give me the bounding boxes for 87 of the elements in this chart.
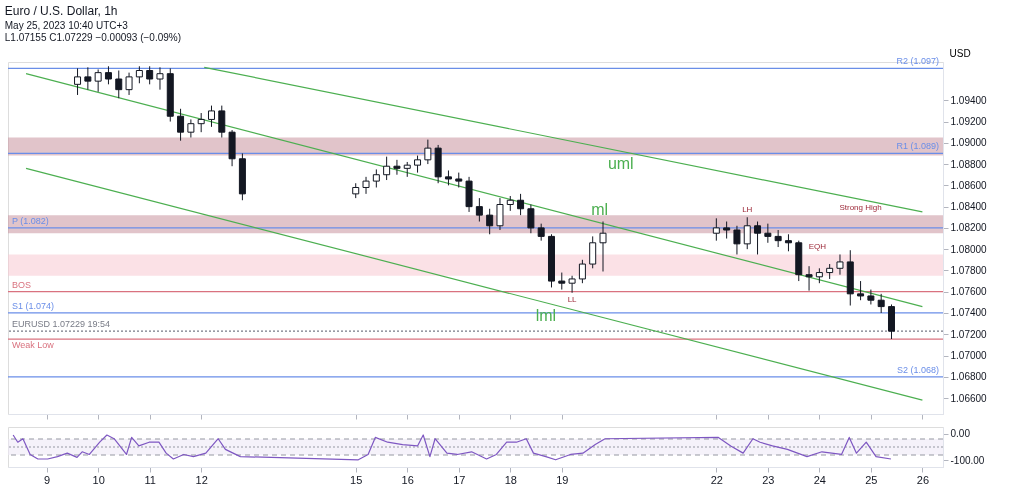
y-tick-label: 1.08600 — [950, 179, 988, 191]
y-tick-label: 1.07400 — [950, 307, 988, 319]
y-tick-label: 1.08200 — [950, 222, 988, 234]
ref-line-label: S1 (1.074) — [12, 300, 55, 311]
x-tick-label: 24 — [813, 473, 826, 486]
annotation: EQH — [808, 242, 827, 252]
candlestick — [517, 193, 525, 216]
candlestick — [877, 293, 885, 314]
candlestick — [104, 65, 112, 85]
ref-line-label: P (1.082) — [12, 215, 49, 226]
y-tick-label: 1.07600 — [950, 286, 988, 298]
candlestick — [146, 65, 154, 85]
y-tick-label: 1.09200 — [950, 116, 988, 128]
candlestick — [218, 105, 226, 138]
candlestick — [207, 105, 215, 128]
candlestick — [805, 265, 813, 292]
ref-line-label: EURUSD 1.07229 19:54 — [12, 319, 111, 330]
y-tick-label: 1.06600 — [950, 392, 988, 404]
x-tick-label: 19 — [556, 473, 569, 486]
candlestick — [197, 112, 205, 133]
x-tick-label: 22 — [710, 473, 723, 486]
x-tick-label: 11 — [144, 473, 156, 486]
candlestick — [94, 68, 102, 93]
ref-line-label: R1 (1.089) — [896, 141, 939, 152]
y-tick-label: 0.00 — [950, 428, 971, 440]
candlestick — [84, 66, 92, 91]
ref-line-label: BOS — [12, 279, 32, 290]
text: May 25, 2023 10:40 UTC+3 — [4, 19, 129, 31]
candlestick — [857, 280, 865, 301]
y-tick-label: 1.06800 — [950, 371, 988, 383]
annotation: LH — [742, 205, 753, 215]
series-label: uml — [607, 155, 634, 173]
y-tick-label: 1.08800 — [950, 158, 988, 170]
candlestick — [372, 168, 380, 188]
x-tick-label: 23 — [762, 473, 775, 486]
candlestick — [568, 275, 576, 294]
x-tick-label: 25 — [865, 473, 878, 486]
line-series — [12, 434, 892, 461]
candlestick — [475, 197, 483, 223]
ref-line-label: S2 (1.068) — [896, 364, 939, 375]
x-tick-label: 12 — [195, 473, 208, 486]
candlestick — [599, 221, 607, 272]
y-axis-title: USD — [949, 47, 971, 59]
y-tick-label: 1.08400 — [950, 201, 988, 213]
candlestick — [712, 217, 720, 242]
annotation: LL — [567, 294, 578, 304]
candlestick — [177, 108, 185, 142]
series-label: ml — [591, 200, 609, 218]
candlestick — [589, 235, 597, 269]
candlestick — [578, 259, 586, 284]
candlestick — [527, 204, 535, 234]
ref-line-label: Weak Low — [12, 340, 55, 351]
candlestick — [754, 221, 762, 255]
candlestick — [743, 216, 751, 250]
y-tick-label: -100.00 — [950, 454, 985, 466]
candlestick — [74, 67, 82, 96]
chart-subtitle: L1.07155 C1.07229 −0.00093 (−0.09%) — [4, 31, 182, 43]
y-tick-label: 1.07000 — [950, 350, 988, 362]
y-tick-label: 1.07800 — [950, 264, 988, 276]
x-tick-label: 17 — [453, 473, 466, 486]
candlestick — [393, 159, 401, 176]
candlestick — [362, 176, 370, 195]
candlestick — [486, 208, 494, 235]
x-tick-label: 16 — [401, 473, 414, 486]
candlestick — [867, 289, 875, 305]
x-tick-label: 9 — [44, 473, 51, 486]
candlestick — [733, 225, 741, 255]
y-tick-label: 1.09000 — [950, 137, 988, 149]
candlestick — [125, 72, 133, 96]
candlestick — [836, 253, 844, 276]
candlestick — [187, 118, 195, 138]
ref-line-label: R2 (1.097) — [896, 56, 939, 67]
x-tick-label: 26 — [916, 473, 930, 486]
candlestick — [383, 156, 391, 181]
x-tick-label: 18 — [504, 473, 517, 486]
candlestick — [156, 66, 164, 91]
candlestick — [764, 223, 772, 244]
annotation: Strong High — [839, 203, 882, 213]
candlestick — [496, 197, 504, 231]
y-tick-label: 1.07200 — [950, 328, 988, 340]
y-tick-label: 1.09400 — [950, 94, 988, 106]
chart-title: Euro / U.S. Dollar, 1h — [4, 3, 118, 18]
x-tick-label: 15 — [350, 473, 363, 486]
candlestick — [424, 139, 432, 165]
x-tick-label: 10 — [92, 473, 105, 486]
candlestick — [115, 70, 123, 99]
y-tick-label: 1.08000 — [950, 243, 988, 255]
